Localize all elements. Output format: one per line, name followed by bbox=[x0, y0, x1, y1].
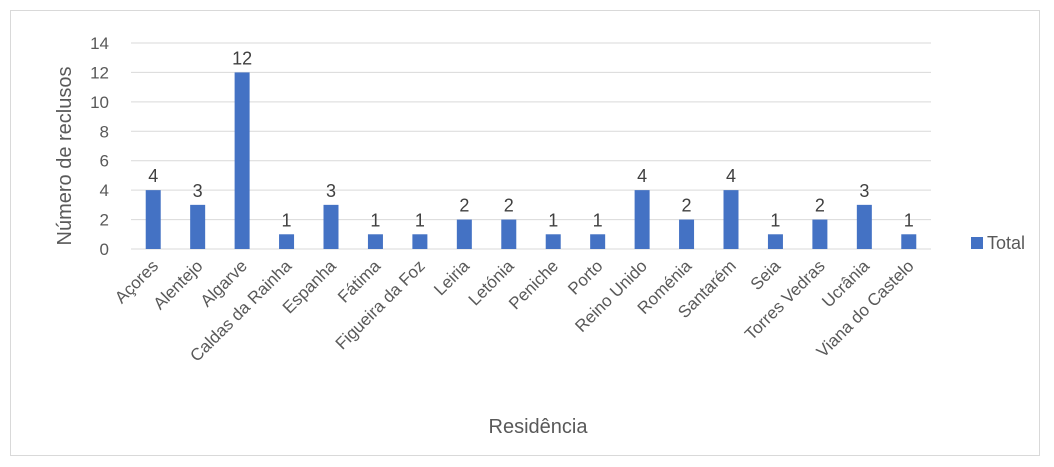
data-label: 2 bbox=[459, 196, 469, 216]
y-tick-label: 0 bbox=[100, 240, 109, 259]
bar bbox=[456, 219, 472, 249]
data-label: 4 bbox=[637, 166, 647, 186]
data-label: 1 bbox=[770, 210, 780, 230]
x-tick-label: Torres Vedras bbox=[741, 256, 829, 344]
bar bbox=[234, 72, 250, 249]
x-tick-label: Peniche bbox=[505, 256, 562, 313]
bar bbox=[323, 204, 339, 249]
data-label: 3 bbox=[859, 181, 869, 201]
legend: Total bbox=[971, 233, 1025, 253]
bar bbox=[812, 219, 828, 249]
bar bbox=[190, 204, 206, 249]
x-tick-label: Alentejo bbox=[150, 256, 207, 313]
bar bbox=[767, 234, 783, 249]
bars bbox=[145, 72, 917, 249]
x-axis-title: Residência bbox=[489, 416, 589, 438]
data-label: 1 bbox=[370, 210, 380, 230]
bar bbox=[679, 219, 695, 249]
y-tick-label: 4 bbox=[100, 181, 109, 200]
data-label: 3 bbox=[326, 181, 336, 201]
bar bbox=[145, 190, 161, 249]
x-tick-label: Seia bbox=[747, 256, 785, 294]
data-label: 1 bbox=[282, 210, 292, 230]
data-label: 1 bbox=[904, 210, 914, 230]
data-label: 1 bbox=[415, 210, 425, 230]
data-label: 4 bbox=[726, 166, 736, 186]
data-label: 3 bbox=[193, 181, 203, 201]
bar bbox=[545, 234, 561, 249]
y-tick-label: 10 bbox=[90, 93, 109, 112]
bar bbox=[634, 190, 650, 249]
y-axis-title: Número de reclusos bbox=[54, 67, 76, 246]
y-tick-label: 6 bbox=[100, 152, 109, 171]
gridlines bbox=[131, 42, 931, 250]
data-label: 4 bbox=[148, 166, 158, 186]
legend-label: Total bbox=[987, 233, 1025, 253]
data-label: 2 bbox=[504, 196, 514, 216]
bar bbox=[590, 234, 606, 249]
bar bbox=[501, 219, 517, 249]
y-tick-label: 14 bbox=[90, 34, 109, 53]
bar bbox=[412, 234, 428, 249]
y-tick-label: 8 bbox=[100, 122, 109, 141]
y-tick-label: 2 bbox=[100, 211, 109, 230]
bar bbox=[367, 234, 383, 249]
bar bbox=[279, 234, 295, 249]
chart-frame: 0 2 4 6 8 10 12 14 4 3 12 1 3 1 1 2 2 1 1 4 2 4 1 2 3 1 Açores Al… bbox=[10, 10, 1040, 456]
bar bbox=[856, 204, 872, 249]
bar bbox=[901, 234, 917, 249]
y-tick-label: 12 bbox=[90, 63, 109, 82]
bar bbox=[723, 190, 739, 249]
data-label: 1 bbox=[548, 210, 558, 230]
y-axis-ticks: 0 2 4 6 8 10 12 14 bbox=[90, 34, 109, 259]
data-label: 2 bbox=[815, 196, 825, 216]
data-label: 2 bbox=[682, 196, 692, 216]
x-tick-label: Porto bbox=[564, 256, 606, 298]
legend-swatch bbox=[971, 237, 983, 249]
data-label: 12 bbox=[232, 48, 252, 68]
data-label: 1 bbox=[593, 210, 603, 230]
